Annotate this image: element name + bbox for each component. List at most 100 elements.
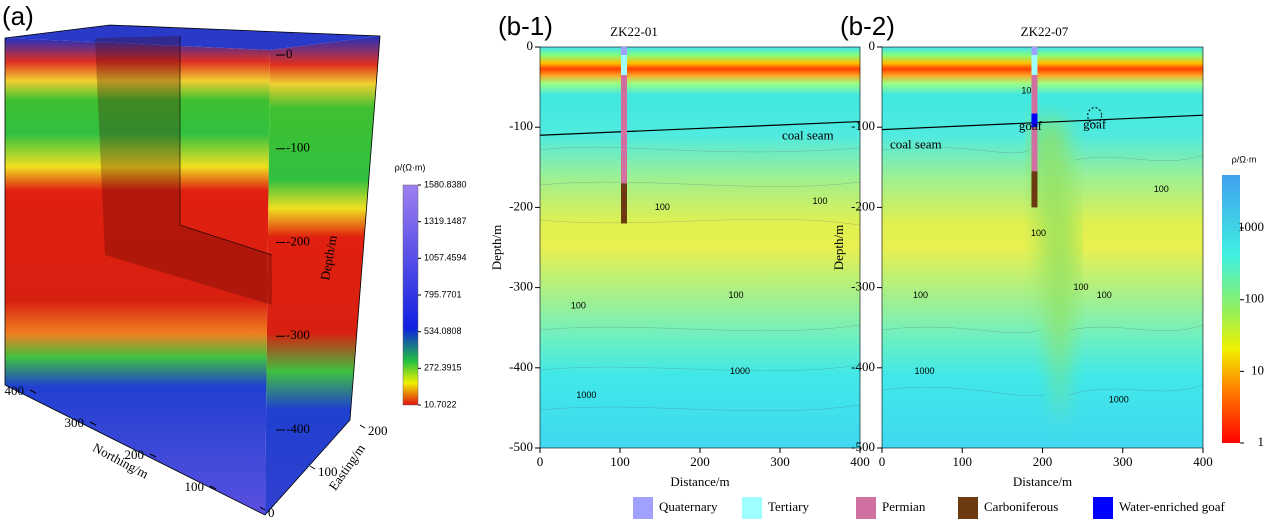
contour-label: 100 bbox=[913, 290, 928, 300]
borehole-layer bbox=[621, 47, 627, 56]
legend-swatch bbox=[742, 497, 762, 519]
legend-label: Permian bbox=[882, 499, 926, 514]
colorbar-title: ρ/(Ω·m) bbox=[395, 162, 426, 172]
northing-tick bbox=[29, 389, 37, 394]
y-tick-label: -400 bbox=[509, 359, 533, 374]
block-outline bbox=[4, 24, 381, 516]
z-tick-label: -400 bbox=[286, 421, 310, 436]
easting-tick bbox=[309, 465, 316, 470]
x-tick-label: 200 bbox=[1033, 454, 1053, 469]
y-tick-label: -500 bbox=[509, 439, 533, 454]
contour-label: 100 bbox=[1021, 85, 1036, 95]
coal-seam-label: coal seam bbox=[890, 137, 942, 152]
block-cutaway bbox=[95, 36, 272, 305]
x-tick-label: 400 bbox=[850, 454, 870, 469]
colorbar-a bbox=[402, 184, 419, 406]
borehole-layer bbox=[1031, 113, 1038, 128]
contour-label: 1000 bbox=[730, 366, 750, 376]
colorbar-tick-label: 1319.1487 bbox=[424, 216, 467, 226]
goaf-label: goaf bbox=[1083, 117, 1107, 132]
borehole-layer bbox=[1031, 171, 1038, 208]
z-tick-label: -200 bbox=[286, 233, 310, 248]
borehole-layer bbox=[621, 75, 627, 184]
anomaly bbox=[1030, 120, 1078, 432]
northing-tick-label: 300 bbox=[65, 415, 85, 430]
y-tick-label: 0 bbox=[869, 38, 876, 53]
colorbar-tick-label: 1 bbox=[1258, 434, 1265, 449]
x-tick-label: 300 bbox=[1113, 454, 1133, 469]
easting-tick bbox=[359, 424, 366, 429]
x-tick-label: 400 bbox=[1193, 454, 1213, 469]
borehole-layer bbox=[1031, 55, 1038, 76]
cutaway-edge bbox=[179, 36, 273, 256]
y-tick-label: -100 bbox=[509, 118, 533, 133]
borehole-layer bbox=[1031, 75, 1038, 114]
contour-label: 100 bbox=[1074, 282, 1089, 292]
borehole-name: ZK22-07 bbox=[1021, 24, 1069, 39]
y-tick-label: -200 bbox=[851, 198, 875, 213]
contour-label: 1000 bbox=[576, 390, 596, 400]
northing-tick bbox=[209, 485, 217, 490]
block-top bbox=[5, 25, 380, 50]
easting-tick-label: 200 bbox=[368, 423, 388, 438]
colorbar-tick-label: 1057.4594 bbox=[424, 253, 467, 263]
y-tick-label: -100 bbox=[851, 118, 875, 133]
block-side bbox=[265, 36, 380, 515]
x-tick-label: 300 bbox=[770, 454, 790, 469]
contour-label: 100 bbox=[655, 202, 670, 212]
colorbar-b bbox=[1222, 175, 1240, 443]
colorbar-title: ρ/Ω·m bbox=[1232, 154, 1257, 164]
borehole-layer bbox=[1031, 47, 1038, 56]
colorbar-tick-label: 534.0808 bbox=[424, 326, 462, 336]
legend-swatch bbox=[856, 497, 876, 519]
northing-tick-label: 100 bbox=[185, 479, 205, 494]
contour-lines bbox=[539, 146, 1204, 411]
legend-swatch bbox=[633, 497, 653, 519]
northing-tick-label: 200 bbox=[125, 447, 145, 462]
panel-label: (b-2) bbox=[840, 11, 895, 41]
y-axis-label: Depth/m bbox=[831, 225, 846, 271]
contour-field bbox=[540, 47, 860, 448]
coal-seam-line bbox=[539, 120, 861, 136]
x-axis-label: Distance/m bbox=[670, 474, 729, 489]
colorbar-tick-label: 10 bbox=[1251, 362, 1264, 377]
colorbar-tick-label: 10.7022 bbox=[424, 399, 457, 409]
contour-label: 100 bbox=[812, 196, 827, 206]
colorbar-tick-label: 272.3915 bbox=[424, 363, 462, 373]
northing-tick bbox=[149, 453, 157, 458]
borehole-layer bbox=[621, 183, 627, 224]
panel-label: (b-1) bbox=[498, 11, 553, 41]
northing-tick bbox=[89, 421, 97, 426]
goaf-label: goaf bbox=[1019, 118, 1043, 133]
x-tick-label: 0 bbox=[879, 454, 886, 469]
borehole-name: ZK22-01 bbox=[610, 24, 658, 39]
contour-label: 100 bbox=[728, 290, 743, 300]
x-tick-label: 0 bbox=[537, 454, 544, 469]
borehole-layer bbox=[621, 55, 627, 76]
x-tick-label: 100 bbox=[610, 454, 630, 469]
contour-label: 100 bbox=[1031, 228, 1046, 238]
easting-tick bbox=[259, 506, 266, 511]
easting-tick-label: 100 bbox=[318, 464, 338, 479]
y-tick-label: -200 bbox=[509, 198, 533, 213]
contour-label: 100 bbox=[1154, 184, 1169, 194]
y-tick-label: -300 bbox=[509, 279, 533, 294]
contour-label: 1000 bbox=[1109, 394, 1129, 404]
coal-seam-line bbox=[881, 114, 1204, 131]
colorbar-tick-label: 1000 bbox=[1238, 219, 1264, 234]
legend-label: Tertiary bbox=[768, 499, 809, 514]
x-axis-label: Distance/m bbox=[1013, 474, 1072, 489]
legend-swatch bbox=[958, 497, 978, 519]
legend-label: Quaternary bbox=[659, 499, 718, 514]
y-tick-label: -400 bbox=[851, 359, 875, 374]
legend-swatch bbox=[1093, 497, 1113, 519]
northing-tick-label: 400 bbox=[5, 383, 25, 398]
panel-label: (a) bbox=[2, 1, 34, 31]
easting-tick-label: 0 bbox=[268, 505, 275, 520]
y-tick-label: -500 bbox=[851, 439, 875, 454]
colorbar-tick-label: 795.7701 bbox=[424, 289, 462, 299]
block-front bbox=[5, 38, 270, 515]
y-axis-label: Depth/m bbox=[489, 225, 504, 271]
y-tick-label: 0 bbox=[527, 38, 534, 53]
